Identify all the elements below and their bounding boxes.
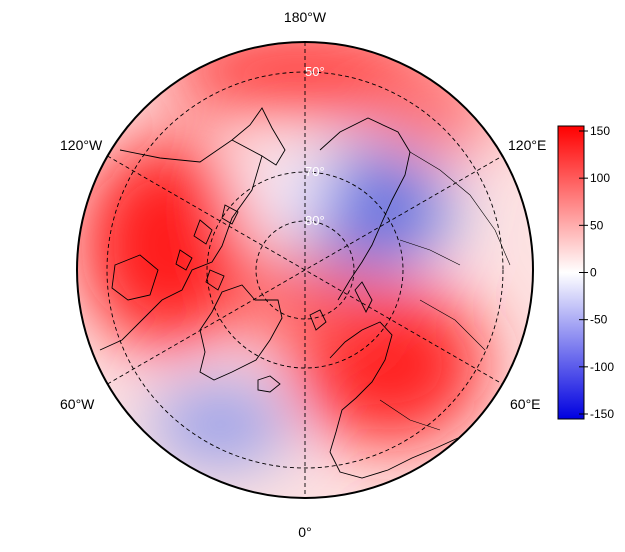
svalbard [309, 309, 327, 331]
neutral-zone-pole [240, 155, 330, 235]
latitude-circle-80 [255, 220, 355, 320]
hudson-bay [111, 254, 159, 301]
colorbar-tick-label: 0 [590, 266, 597, 280]
positive-anomaly-north-america [80, 140, 250, 350]
lon-label-top: 180°W [284, 9, 327, 25]
lon-label-lower-right: 60°E [510, 396, 541, 412]
lat-label-80: 80° [305, 213, 325, 228]
colorbar: 150 100 50 0 -50 -100 -150 [557, 124, 614, 421]
meridian-60w-120e [107, 155, 503, 385]
lon-label-lower-left: 60°W [60, 396, 95, 412]
colorbar-ticks: 150 100 50 0 -50 -100 -150 [579, 124, 614, 421]
lon-label-upper-right: 120°E [508, 137, 546, 153]
lon-label-upper-left: 120°W [60, 137, 103, 153]
siberia-coast [319, 117, 411, 301]
greenland-coast [199, 284, 283, 381]
anomaly-field [77, 42, 533, 498]
negative-anomaly-atlantic [150, 387, 290, 463]
colorbar-tick-label: -100 [590, 360, 614, 374]
latitude-circle-70 [206, 171, 404, 369]
negative-anomaly-siberia [290, 150, 450, 270]
positive-anomaly-east-asia [380, 70, 500, 150]
asia-interior-borders [379, 151, 511, 431]
colorbar-tick-label: 50 [590, 218, 604, 232]
europe-coast [329, 437, 459, 479]
iceland [257, 375, 281, 393]
canadian-archipelago [175, 204, 239, 291]
coastlines [99, 107, 511, 479]
novaya-zemlya [354, 281, 373, 314]
alaska-coast [231, 107, 286, 166]
colorbar-tick-label: -150 [590, 407, 614, 421]
colorbar-tick-label: -50 [590, 313, 608, 327]
meridian-60e-120w [107, 155, 503, 385]
positive-band-atlantic [230, 260, 370, 340]
scandinavia-coast [329, 321, 393, 453]
lat-label-70: 70° [305, 164, 325, 179]
lon-label-bottom: 0° [298, 524, 311, 540]
canada-arctic-coast [99, 139, 263, 351]
lat-label-50: 50° [305, 64, 325, 79]
colorbar-tick-label: 150 [590, 124, 610, 138]
map-boundary [76, 41, 534, 499]
graticule [106, 42, 504, 498]
colorbar-tick-label: 100 [590, 171, 610, 185]
